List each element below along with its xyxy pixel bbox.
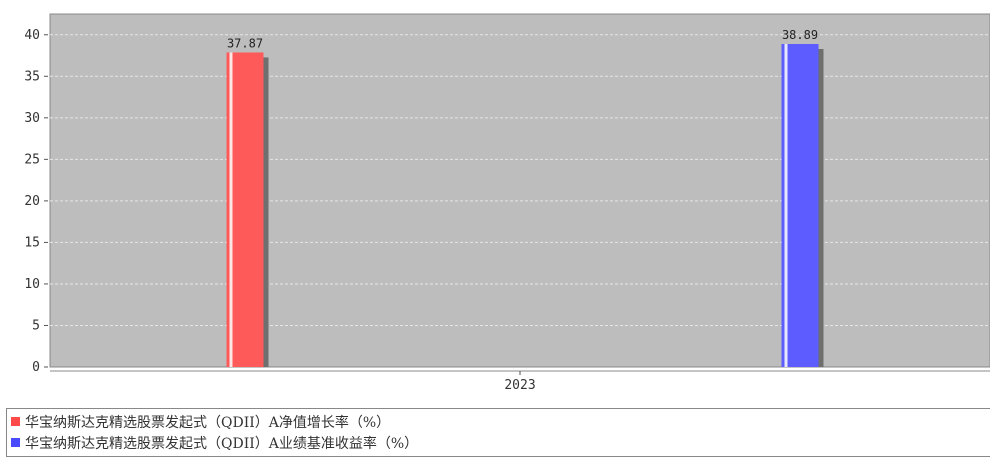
legend-swatch-blue xyxy=(11,438,20,447)
legend-label: 华宝纳斯达克精选股票发起式（QDII）A净值增长率（%） xyxy=(25,414,391,431)
legend-swatch-red xyxy=(11,417,20,426)
gridlines xyxy=(50,34,990,326)
y-tick-label: 15 xyxy=(24,235,40,250)
y-axis: 0 5 10 15 20 25 30 35 40 xyxy=(24,28,48,375)
plot-area xyxy=(49,13,990,368)
y-tick-label: 25 xyxy=(24,152,40,167)
x-axis: 2023 xyxy=(50,370,990,393)
legend: 华宝纳斯达克精选股票发起式（QDII）A净值增长率（%） 华宝纳斯达克精选股票发… xyxy=(6,408,990,457)
y-tick-label: 0 xyxy=(32,360,40,375)
bar-benchmark-return[interactable]: 38.89 xyxy=(781,28,824,368)
y-tick-label: 40 xyxy=(24,28,40,43)
bar-highlight xyxy=(229,52,233,367)
y-tick-label: 10 xyxy=(24,277,40,292)
data-label: 37.87 xyxy=(227,36,263,50)
bar-chart: 0 5 10 15 20 25 30 35 40 2023 37.87 38.89 xyxy=(24,13,990,393)
bar-body xyxy=(226,52,264,367)
y-tick-label: 20 xyxy=(24,194,40,209)
legend-item-benchmark-return[interactable]: 华宝纳斯达克精选股票发起式（QDII）A业绩基准收益率（%） xyxy=(7,432,990,453)
x-tick-label: 2023 xyxy=(504,378,535,393)
bar-nav-growth[interactable]: 37.87 xyxy=(226,36,269,367)
legend-label: 华宝纳斯达克精选股票发起式（QDII）A业绩基准收益率（%） xyxy=(25,435,419,452)
bars: 37.87 38.89 xyxy=(226,28,824,368)
bar-body xyxy=(781,43,819,368)
y-tick-label: 35 xyxy=(24,69,40,84)
y-tick-label: 30 xyxy=(24,111,40,126)
legend-item-nav-growth[interactable]: 华宝纳斯达克精选股票发起式（QDII）A净值增长率（%） xyxy=(7,411,990,432)
y-tick-label: 5 xyxy=(32,318,40,333)
data-label: 38.89 xyxy=(782,28,818,42)
bar-highlight xyxy=(784,43,788,368)
